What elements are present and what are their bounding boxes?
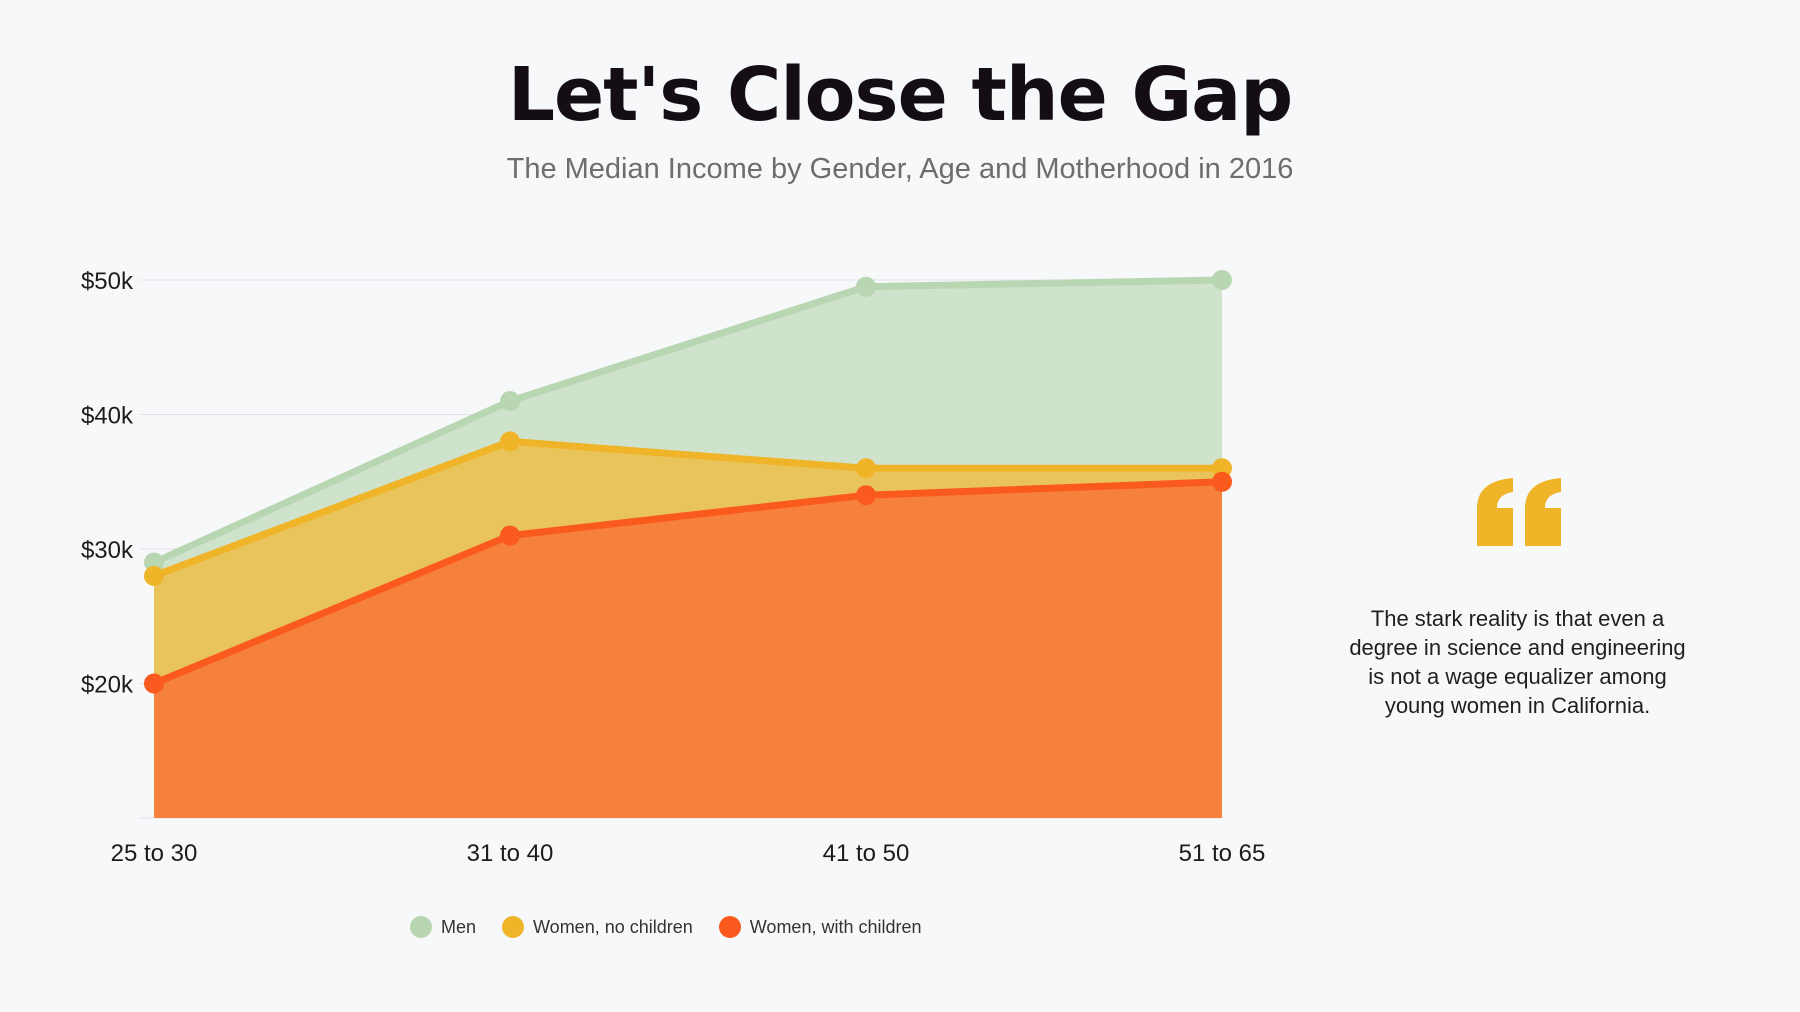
area-women-with-children: [154, 481, 1222, 818]
page-subtitle: The Median Income by Gender, Age and Mot…: [506, 153, 1294, 185]
legend-dot-women-no-children: [502, 916, 525, 938]
point-men: [856, 276, 876, 297]
point-women-with-children: [1212, 471, 1232, 492]
point-women-with-children: [500, 525, 520, 546]
x-tick-label: 41 to 50: [823, 840, 910, 867]
page-title: Let's Close the Gap: [507, 52, 1293, 138]
y-tick-label: $30k: [81, 537, 134, 564]
quote-mark-icon: [1477, 478, 1561, 546]
legend-item-women-no-children[interactable]: Women, no children: [502, 916, 693, 938]
legend-label-women-with-children: Women, with children: [749, 916, 922, 937]
point-women-with-children: [144, 673, 164, 694]
x-tick-label: 31 to 40: [467, 840, 554, 867]
quote-text: The stark reality is that even a degree …: [1349, 606, 1686, 718]
legend-item-women-with-children[interactable]: Women, with children: [718, 916, 922, 938]
point-men: [1212, 270, 1232, 290]
line-women-no-children: [150, 437, 1226, 580]
y-tick-label: $50k: [81, 268, 134, 295]
x-tick-label: 25 to 30: [111, 840, 198, 867]
y-tick-label: $40k: [81, 403, 134, 430]
legend-dot-men: [410, 916, 432, 938]
point-women-no-children: [856, 458, 876, 479]
point-women-with-children: [856, 485, 876, 506]
point-women-no-children: [144, 565, 164, 586]
legend-label-women-no-children: Women, no children: [533, 916, 693, 937]
line-women-with-children: [150, 478, 1226, 687]
y-tick-label: $20k: [81, 672, 134, 699]
legend-label-men: Men: [441, 916, 477, 937]
legend-item-men[interactable]: Men: [410, 916, 476, 938]
chart-legend: Men Women, no children Women, with child…: [410, 916, 948, 938]
line-men: [150, 276, 1226, 566]
point-women-no-children: [500, 431, 520, 452]
point-men: [500, 391, 520, 412]
legend-dot-women-with-children: [718, 916, 741, 938]
x-tick-label: 51 to 65: [1179, 840, 1266, 867]
